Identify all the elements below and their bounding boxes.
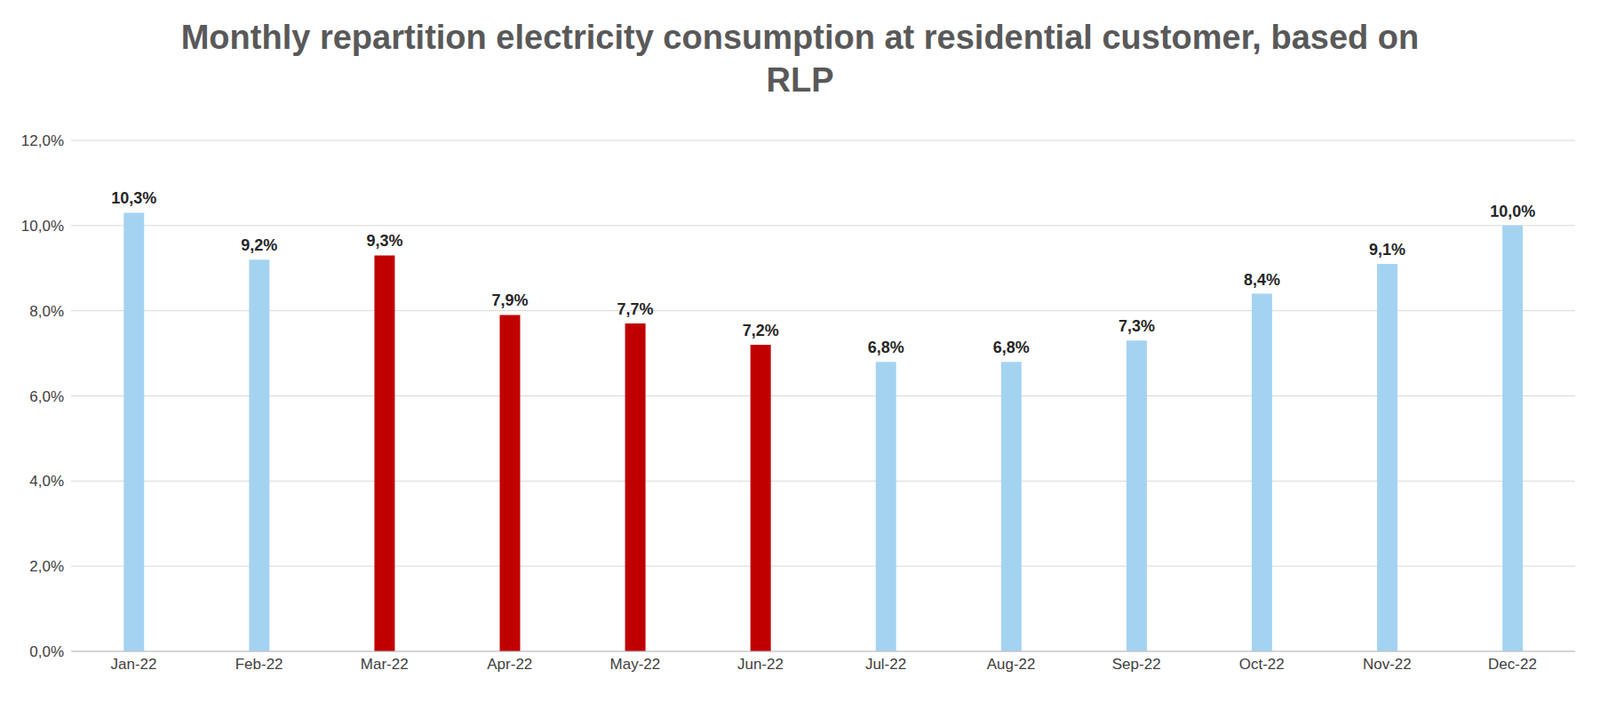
svg-text:10,0%: 10,0% bbox=[1489, 202, 1536, 221]
svg-text:May-22: May-22 bbox=[610, 655, 661, 673]
svg-text:2,0%: 2,0% bbox=[29, 557, 64, 575]
svg-text:9,1%: 9,1% bbox=[1369, 240, 1406, 259]
svg-text:8,0%: 8,0% bbox=[29, 302, 64, 320]
svg-text:Nov-22: Nov-22 bbox=[1362, 655, 1412, 673]
svg-text:Feb-22: Feb-22 bbox=[235, 655, 284, 673]
svg-text:8,4%: 8,4% bbox=[1243, 270, 1281, 289]
svg-text:Apr-22: Apr-22 bbox=[486, 655, 533, 673]
svg-text:Jun-22: Jun-22 bbox=[737, 655, 784, 673]
svg-text:6,0%: 6,0% bbox=[29, 388, 64, 406]
svg-text:4,0%: 4,0% bbox=[29, 472, 64, 490]
svg-text:6,8%: 6,8% bbox=[867, 338, 905, 357]
svg-text:12,0%: 12,0% bbox=[21, 132, 64, 150]
svg-text:7,3%: 7,3% bbox=[1118, 317, 1155, 335]
svg-text:7,2%: 7,2% bbox=[742, 321, 780, 340]
svg-text:Mar-22: Mar-22 bbox=[360, 655, 409, 673]
svg-text:10,3%: 10,3% bbox=[111, 189, 157, 207]
svg-text:6,8%: 6,8% bbox=[993, 338, 1030, 357]
svg-text:Dec-22: Dec-22 bbox=[1488, 655, 1537, 673]
svg-text:7,9%: 7,9% bbox=[491, 291, 528, 310]
svg-text:Sep-22: Sep-22 bbox=[1112, 655, 1162, 673]
svg-text:9,2%: 9,2% bbox=[240, 236, 278, 255]
svg-text:7,7%: 7,7% bbox=[617, 300, 654, 319]
svg-text:Oct-22: Oct-22 bbox=[1239, 655, 1285, 673]
svg-text:9,3%: 9,3% bbox=[366, 231, 403, 250]
svg-text:0,0%: 0,0% bbox=[29, 643, 64, 661]
svg-text:10,0%: 10,0% bbox=[21, 217, 64, 235]
html-text:Monthly repartition electricit: Monthly repartition electricity consumpt… bbox=[180, 18, 1420, 99]
svg-text:Jul-22: Jul-22 bbox=[865, 655, 907, 673]
svg-text:Jan-22: Jan-22 bbox=[111, 655, 158, 673]
svg-text:Aug-22: Aug-22 bbox=[987, 655, 1036, 673]
